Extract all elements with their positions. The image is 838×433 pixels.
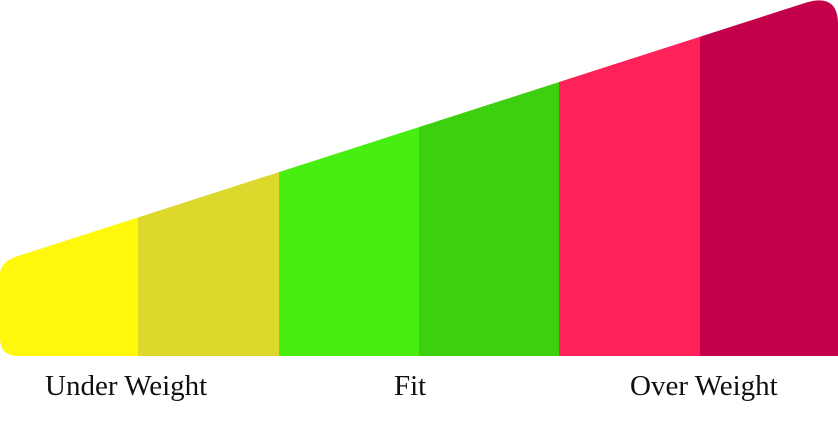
- scale-segment-6: [700, 0, 838, 356]
- under-weight-label: Under Weight: [45, 370, 208, 402]
- scale-segment-3: [279, 0, 419, 356]
- scale-segment-4: [419, 0, 559, 356]
- over-weight-label: Over Weight: [630, 370, 778, 402]
- scale-segment-2: [138, 0, 279, 356]
- scale-segment-5: [559, 0, 700, 356]
- scale-segment-1: [0, 0, 138, 356]
- fit-label: Fit: [394, 370, 427, 402]
- weight-scale-graphic: [0, 0, 838, 356]
